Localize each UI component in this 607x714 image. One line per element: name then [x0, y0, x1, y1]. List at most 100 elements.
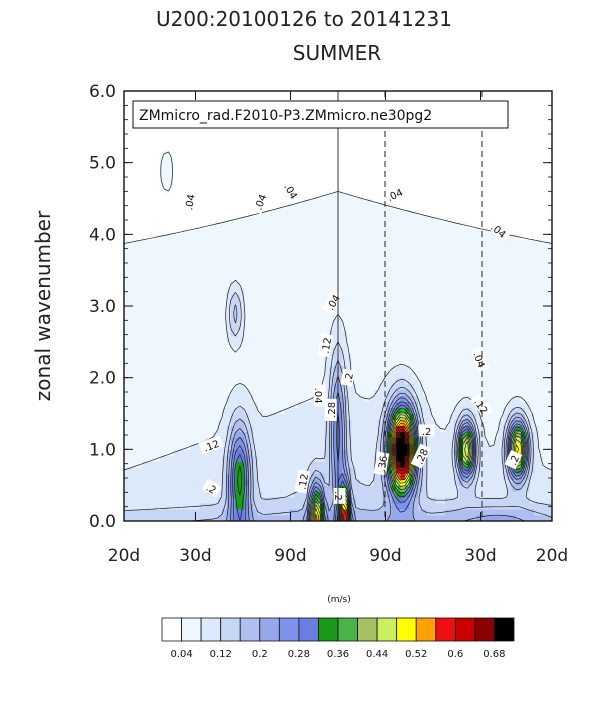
contour-cell	[458, 509, 464, 516]
contour-cell	[195, 246, 201, 253]
contour-cell	[297, 455, 303, 462]
contour-cell	[190, 431, 196, 438]
contour-cell	[480, 311, 486, 319]
contour-cell	[436, 395, 441, 402]
contour-cell	[449, 276, 455, 283]
contour-cell	[494, 359, 499, 367]
contour-cell	[427, 383, 433, 391]
contour-cell	[529, 395, 535, 402]
contour-cell	[445, 479, 450, 486]
contour-cell	[253, 317, 259, 325]
contour-cell	[329, 216, 334, 223]
contour-cell	[284, 258, 290, 265]
contour-cell	[355, 371, 361, 379]
contour-cell	[173, 282, 178, 289]
contour-cell	[516, 252, 522, 259]
contour-cell	[373, 473, 379, 480]
contour-cell	[387, 234, 392, 241]
contour-cell	[311, 407, 317, 414]
contour-cell	[271, 431, 276, 438]
contour-cell	[306, 311, 312, 319]
contour-cell	[124, 246, 129, 253]
contour-cell	[280, 222, 285, 229]
contour-cell	[204, 288, 210, 295]
contour-cell	[387, 359, 392, 367]
contour-cell	[208, 509, 214, 516]
contour-cell	[378, 258, 383, 265]
contour-cell	[262, 306, 268, 313]
contour-cell	[195, 515, 201, 522]
contour-cell	[128, 419, 134, 426]
contour-cell	[431, 419, 437, 426]
contour-cell	[440, 473, 446, 480]
contour-cell	[302, 228, 308, 235]
contour-cell	[453, 311, 459, 319]
contour-cell	[275, 431, 281, 438]
contour-cell	[378, 473, 383, 480]
contour-cell	[369, 210, 375, 217]
contour-cell	[297, 234, 303, 241]
contour-cell	[395, 395, 401, 402]
contour-cell	[155, 288, 161, 295]
contour-cell	[204, 365, 210, 373]
contour-cell	[324, 503, 330, 510]
contour-cell	[199, 395, 205, 402]
contour-cell	[271, 353, 276, 361]
contour-cell	[346, 300, 352, 307]
contour-cell	[262, 497, 268, 504]
contour-cell	[195, 437, 201, 444]
contour-cell	[418, 282, 424, 289]
contour-cell	[485, 389, 490, 396]
contour-cell	[520, 347, 526, 355]
contour-cell	[333, 467, 339, 474]
contour-cell	[449, 317, 455, 325]
contour-cell	[302, 449, 308, 456]
contour-cell	[262, 282, 268, 289]
contour-cell	[177, 437, 183, 444]
contour-cell	[355, 300, 361, 307]
contour-cell	[333, 419, 339, 426]
contour-cell	[226, 455, 232, 462]
contour-cell	[128, 485, 134, 492]
contour-cell	[239, 485, 245, 492]
contour-cell	[146, 419, 152, 426]
contour-cell	[297, 282, 303, 289]
contour-cell	[222, 311, 227, 319]
contour-cell	[485, 461, 490, 468]
contour-cell	[427, 240, 433, 247]
contour-cell	[181, 473, 187, 480]
contour-cell	[293, 288, 299, 295]
contour-cell	[351, 383, 357, 391]
contour-cell	[547, 294, 553, 301]
contour-cell	[181, 329, 187, 337]
contour-cell	[213, 407, 219, 414]
contour-cell	[360, 473, 366, 480]
contour-cell	[516, 288, 522, 295]
contour-cell	[146, 276, 152, 283]
contour-cell	[306, 407, 312, 414]
contour-cell	[190, 437, 196, 444]
contour-cell	[128, 365, 134, 373]
contour-cell	[190, 282, 196, 289]
contour-cell	[520, 395, 526, 402]
contour-cell	[199, 485, 205, 492]
contour-cell	[186, 264, 192, 271]
contour-cell	[324, 294, 330, 301]
contour-cell	[226, 228, 232, 235]
contour-cell	[449, 509, 455, 516]
contour-cell	[280, 413, 285, 420]
contour-cell	[543, 341, 548, 349]
contour-cell	[248, 347, 254, 355]
contour-cell	[489, 467, 495, 474]
contour-cell	[315, 467, 321, 474]
contour-cell	[346, 341, 352, 349]
contour-cell	[346, 240, 352, 247]
contour-cell	[288, 216, 294, 223]
contour-cell	[534, 276, 540, 283]
contour-cell	[395, 347, 401, 355]
contour-cell	[427, 246, 433, 253]
contour-cell	[436, 455, 441, 462]
contour-cell	[338, 282, 343, 289]
contour-label: .36	[373, 451, 390, 476]
contour-cell	[155, 246, 161, 253]
